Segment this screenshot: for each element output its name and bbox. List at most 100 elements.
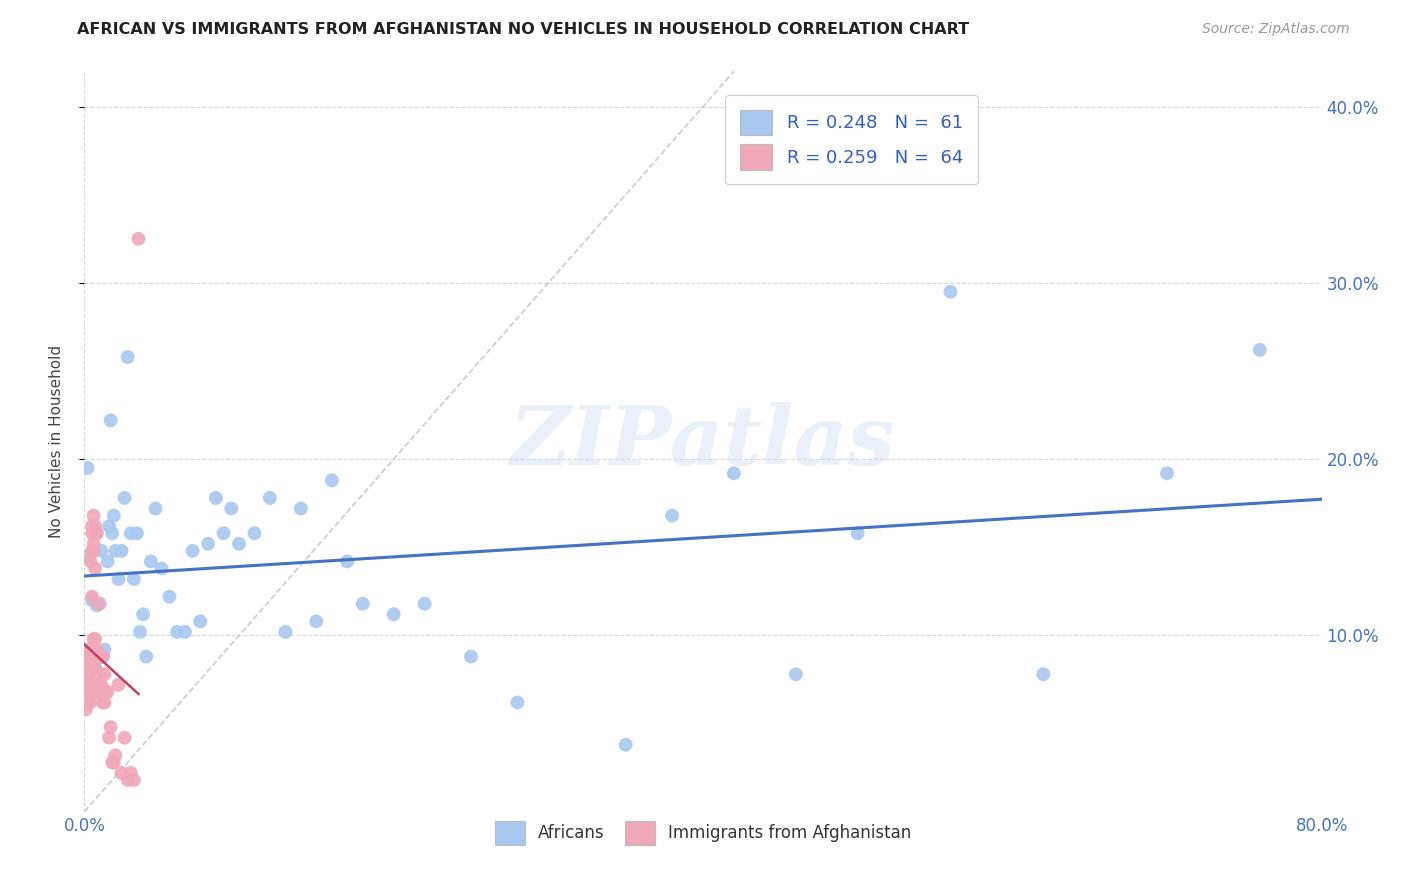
Point xyxy=(79,642,101,657)
Point xyxy=(939,285,962,299)
Point xyxy=(89,667,111,681)
Point xyxy=(79,695,101,709)
Point xyxy=(86,642,108,657)
Point xyxy=(76,660,98,674)
Point xyxy=(75,660,97,674)
Point xyxy=(76,695,98,709)
Point xyxy=(89,685,111,699)
Point xyxy=(107,572,129,586)
Point xyxy=(77,649,100,664)
Point xyxy=(132,607,155,622)
Point xyxy=(83,508,105,523)
Point xyxy=(82,593,104,607)
Point xyxy=(77,549,100,563)
Point xyxy=(77,667,100,681)
Point xyxy=(77,678,100,692)
Point xyxy=(79,685,101,699)
Point xyxy=(100,413,122,427)
Point xyxy=(259,491,281,505)
Point xyxy=(103,756,125,770)
Point xyxy=(84,519,107,533)
Point xyxy=(1249,343,1271,357)
Point xyxy=(614,738,637,752)
Point xyxy=(107,678,129,692)
Legend: Africans, Immigrants from Afghanistan: Africans, Immigrants from Afghanistan xyxy=(488,814,918,852)
Point xyxy=(77,690,100,705)
Point xyxy=(83,632,105,646)
Point xyxy=(145,501,167,516)
Point xyxy=(87,646,110,660)
Point xyxy=(139,554,162,568)
Point xyxy=(110,544,132,558)
Point xyxy=(76,461,98,475)
Point xyxy=(91,649,114,664)
Point xyxy=(205,491,228,505)
Point xyxy=(166,624,188,639)
Point xyxy=(75,678,97,692)
Point xyxy=(84,632,107,646)
Point xyxy=(114,491,136,505)
Point xyxy=(90,544,112,558)
Point xyxy=(117,350,139,364)
Point xyxy=(104,748,127,763)
Point xyxy=(77,667,100,681)
Point xyxy=(76,642,98,657)
Point xyxy=(90,649,112,664)
Point xyxy=(87,678,110,692)
Point xyxy=(135,649,157,664)
Point xyxy=(228,537,250,551)
Point xyxy=(174,624,197,639)
Point xyxy=(120,526,142,541)
Point xyxy=(76,673,98,687)
Point xyxy=(114,731,136,745)
Point xyxy=(110,766,132,780)
Point xyxy=(94,685,117,699)
Point xyxy=(101,526,124,541)
Point xyxy=(75,667,97,681)
Point xyxy=(101,756,124,770)
Point xyxy=(75,685,97,699)
Point xyxy=(197,537,219,551)
Point xyxy=(86,526,108,541)
Point xyxy=(352,597,374,611)
Point xyxy=(86,685,108,699)
Point xyxy=(77,685,100,699)
Point xyxy=(87,685,110,699)
Point xyxy=(413,597,436,611)
Point xyxy=(785,667,807,681)
Point xyxy=(122,772,145,787)
Point xyxy=(84,660,107,674)
Point xyxy=(120,766,142,780)
Point xyxy=(661,508,683,523)
Point xyxy=(90,678,112,692)
Point xyxy=(243,526,266,541)
Point xyxy=(83,544,105,558)
Point xyxy=(321,473,343,487)
Point xyxy=(79,554,101,568)
Point xyxy=(290,501,312,516)
Point xyxy=(212,526,235,541)
Point xyxy=(93,695,115,709)
Point xyxy=(82,544,104,558)
Point xyxy=(159,590,180,604)
Point xyxy=(117,772,139,787)
Point xyxy=(219,501,242,516)
Point xyxy=(460,649,482,664)
Point xyxy=(91,649,114,664)
Point xyxy=(75,702,97,716)
Point xyxy=(150,561,173,575)
Point xyxy=(82,590,104,604)
Point xyxy=(1032,667,1054,681)
Point xyxy=(82,519,104,533)
Point xyxy=(84,685,107,699)
Point xyxy=(93,667,115,681)
Point xyxy=(103,508,125,523)
Point xyxy=(336,554,359,568)
Point xyxy=(86,526,108,541)
Point xyxy=(125,526,148,541)
Point xyxy=(86,599,108,613)
Point xyxy=(305,615,328,629)
Point xyxy=(104,544,127,558)
Point xyxy=(76,649,98,664)
Point xyxy=(188,615,211,629)
